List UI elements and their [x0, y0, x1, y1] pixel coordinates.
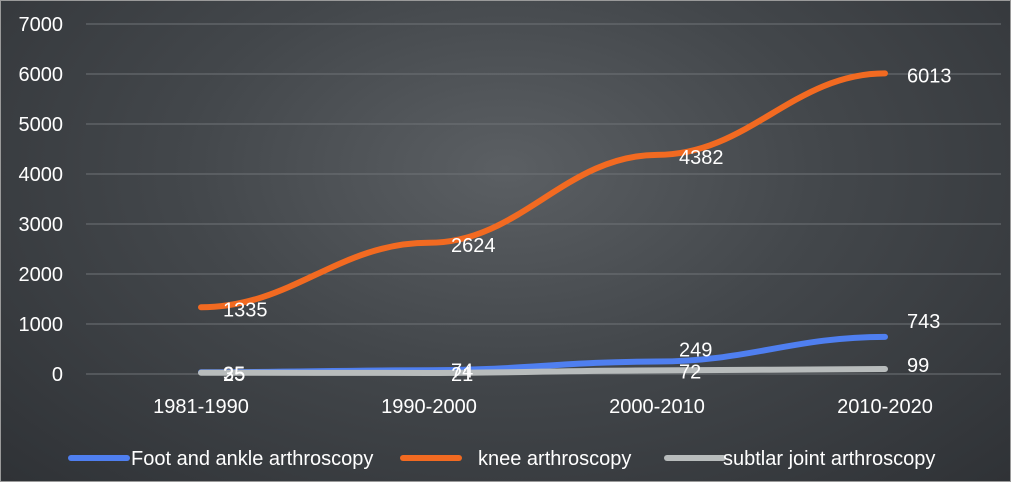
- legend: Foot and ankle arthroscopy knee arthrosco…: [68, 448, 935, 470]
- y-tick-label: 6000: [19, 64, 64, 86]
- legend-label: Foot and ankle arthroscopy: [131, 448, 373, 470]
- x-tick-label: 1990-2000: [381, 396, 477, 418]
- x-axis-ticks: 1981-1990 1990-2000 2000-2010 2010-2020: [153, 396, 933, 418]
- gridlines: [86, 23, 1001, 375]
- data-label: 1335: [223, 299, 268, 321]
- legend-label: knee arthroscopy: [478, 448, 631, 470]
- x-tick-label: 2000-2010: [609, 396, 705, 418]
- y-tick-label: 5000: [19, 114, 64, 136]
- series-line: [198, 366, 888, 376]
- y-tick-label: 7000: [19, 14, 64, 36]
- legend-label: subtlar joint arthroscopy: [723, 448, 935, 470]
- data-label: 4382: [679, 147, 724, 169]
- data-label: 743: [907, 311, 940, 333]
- y-tick-label: 2000: [19, 264, 64, 286]
- y-tick-label: 1000: [19, 314, 64, 336]
- series-line: [198, 70, 888, 311]
- data-labels: 35 74 249 743 1335 2624 4382 6013 25 21 72 99: [223, 65, 952, 386]
- data-label: 25: [223, 364, 245, 386]
- data-label: 2624: [451, 235, 496, 257]
- series-lines: [198, 70, 888, 376]
- data-label: 21: [451, 364, 473, 386]
- y-axis-ticks: 0 1000 2000 3000 4000 5000 6000 7000: [19, 14, 64, 386]
- y-tick-label: 0: [52, 364, 63, 386]
- data-label: 72: [679, 361, 701, 383]
- data-label: 249: [679, 340, 712, 362]
- data-label: 99: [907, 355, 929, 377]
- x-tick-label: 1981-1990: [153, 396, 249, 418]
- x-tick-label: 2010-2020: [837, 396, 933, 418]
- data-label: 6013: [907, 65, 952, 87]
- y-tick-label: 4000: [19, 164, 64, 186]
- y-tick-label: 3000: [19, 214, 64, 236]
- data-label: 74: [451, 360, 473, 382]
- data-label: 35: [223, 363, 245, 385]
